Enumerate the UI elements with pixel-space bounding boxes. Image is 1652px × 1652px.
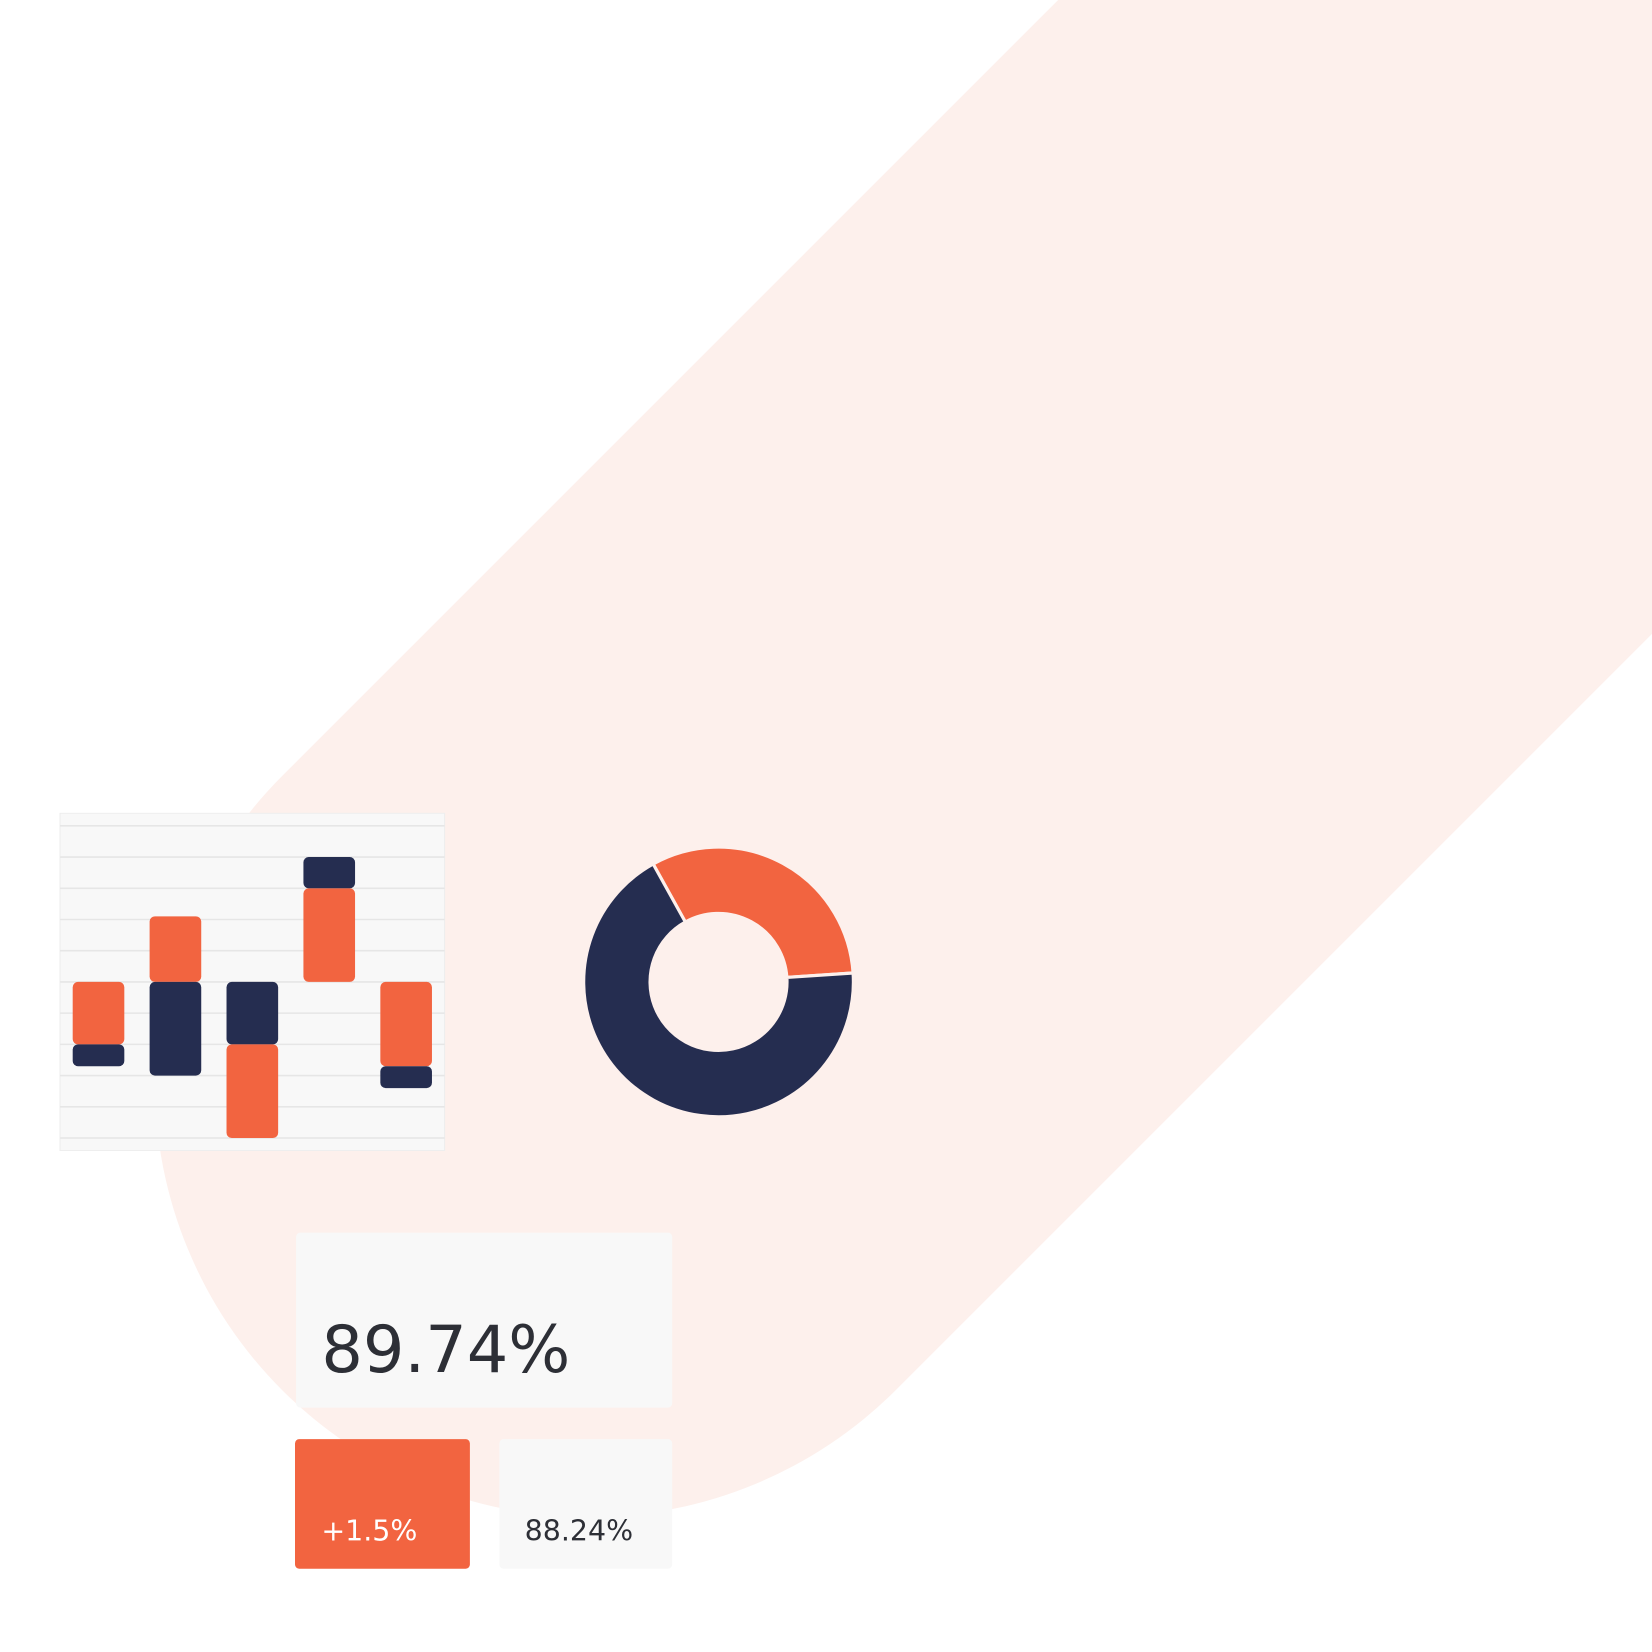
kpi-card [296,1232,673,1408]
bar-segment [380,1066,432,1089]
bar-segment [149,981,202,1076]
bar-segment [149,916,202,982]
donut-slice [582,861,855,1119]
bar-segment [72,981,125,1045]
bar-segment [72,1044,125,1067]
bar-segment [303,888,356,982]
kpi-value: 89.74% [321,1312,570,1388]
donut-slice [651,845,855,980]
secondary-card [499,1439,673,1569]
change-card [295,1439,470,1569]
secondary-value: 88.24% [525,1514,633,1547]
bar-chart [60,825,445,1139]
bar-segment [226,1044,279,1139]
bar-segment [380,981,432,1067]
change-value: +1.5% [321,1514,417,1547]
donut-chart [582,845,855,1119]
bar-segment [303,857,356,889]
background-band [154,0,1652,1518]
bar-segment [226,981,279,1045]
